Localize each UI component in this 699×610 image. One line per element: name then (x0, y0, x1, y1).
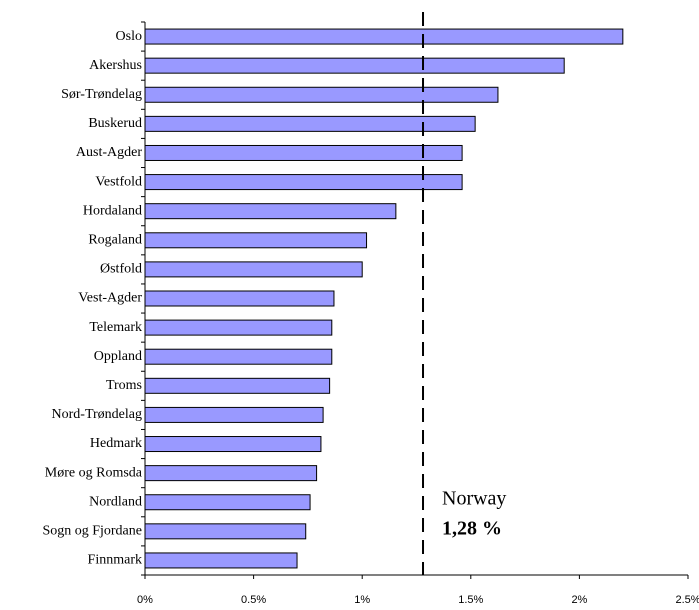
bar (144, 86, 499, 103)
category-label: Nord-Trøndelag (52, 407, 142, 422)
category-label: Sogn og Fjordane (42, 524, 142, 539)
bar (144, 28, 624, 45)
x-tick-label: 0% (137, 594, 153, 606)
category-label: Oppland (94, 349, 142, 364)
category-label: Nordland (89, 494, 142, 509)
reference-value-label: 1,28 % (442, 518, 502, 540)
x-tick-label: 0.5% (241, 594, 266, 606)
x-tick-label: 1.5% (458, 594, 483, 606)
bar (144, 523, 307, 540)
category-label: Vestfold (95, 174, 142, 189)
category-label: Hordaland (83, 203, 142, 218)
category-label: Møre og Romsda (45, 465, 143, 480)
category-label: Hedmark (90, 436, 142, 451)
bar (144, 57, 565, 74)
bar (144, 203, 397, 220)
reference-label: Norway (442, 488, 506, 510)
bar (144, 465, 318, 482)
x-tick-label: 2% (571, 594, 587, 606)
x-tick-label: 2.5% (675, 594, 699, 606)
category-label: Sør-Trøndelag (61, 87, 142, 102)
bar (144, 174, 463, 191)
bar (144, 348, 333, 365)
bar (144, 144, 463, 161)
bar (144, 290, 335, 307)
category-label: Finnmark (88, 553, 142, 568)
bar (144, 261, 363, 278)
category-label: Troms (106, 378, 142, 393)
category-label: Vest-Agder (78, 291, 142, 306)
bar (144, 319, 333, 336)
bar (144, 115, 476, 132)
bar (144, 552, 298, 569)
bar (144, 406, 324, 423)
category-label: Akershus (89, 58, 142, 73)
category-label: Telemark (89, 320, 142, 335)
bar (144, 377, 331, 394)
bar (144, 436, 322, 453)
category-label: Rogaland (88, 233, 142, 248)
bar (144, 494, 311, 511)
bar (144, 232, 368, 249)
x-tick-label: 1% (354, 594, 370, 606)
category-label: Oslo (116, 29, 142, 44)
category-label: Aust-Agder (76, 145, 142, 160)
category-label: Østfold (100, 262, 142, 277)
category-label: Buskerud (88, 116, 142, 131)
